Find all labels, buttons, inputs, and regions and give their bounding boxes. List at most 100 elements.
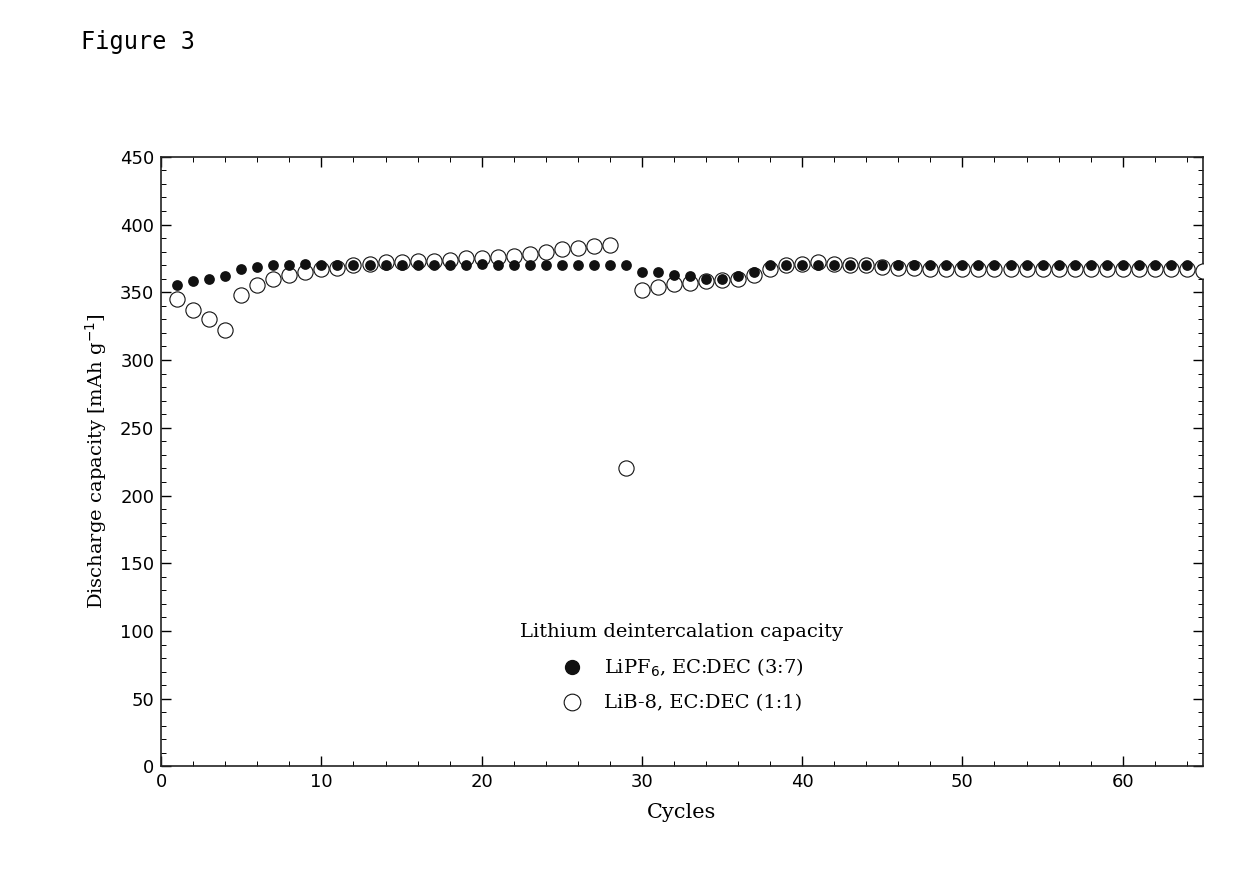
Point: [873, 260, 893, 273]
Point: [440, 258, 460, 272]
Point: [904, 258, 924, 272]
Point: [487, 250, 507, 264]
Point: [841, 258, 861, 272]
Point: [632, 265, 652, 279]
Point: [857, 258, 877, 272]
Point: [712, 273, 732, 287]
Point: [248, 279, 268, 293]
Point: [263, 272, 283, 286]
Point: [665, 267, 684, 281]
Point: [680, 276, 699, 290]
Y-axis label: Discharge capacity [mAh g$^{-1}$]: Discharge capacity [mAh g$^{-1}$]: [83, 314, 109, 610]
Point: [952, 262, 972, 276]
Point: [471, 252, 491, 266]
Point: [1049, 262, 1069, 276]
Point: [1081, 262, 1101, 276]
Point: [392, 255, 412, 269]
Point: [1161, 262, 1180, 276]
Point: [904, 261, 924, 275]
Legend: LiPF$_6$, EC:DEC (3:7), LiB-8, EC:DEC (1:1): LiPF$_6$, EC:DEC (3:7), LiB-8, EC:DEC (1…: [512, 615, 852, 720]
Point: [808, 255, 828, 269]
Point: [1081, 258, 1101, 272]
Point: [1096, 258, 1116, 272]
Point: [184, 303, 203, 317]
Point: [487, 250, 507, 264]
Point: [920, 262, 940, 276]
Point: [968, 262, 988, 276]
Point: [600, 238, 620, 252]
Point: [888, 261, 908, 275]
Point: [696, 274, 715, 288]
Point: [728, 272, 748, 286]
Point: [1017, 262, 1037, 276]
Point: [200, 313, 219, 327]
Point: [1112, 262, 1132, 276]
Point: [1033, 258, 1053, 272]
Point: [568, 258, 588, 272]
Point: [616, 258, 636, 272]
Point: [1177, 262, 1197, 276]
Point: [503, 249, 523, 263]
Point: [1001, 262, 1021, 276]
Point: [728, 269, 748, 283]
Point: [792, 257, 812, 271]
Point: [167, 292, 187, 306]
Point: [1193, 264, 1213, 278]
Point: [936, 262, 956, 276]
Point: [936, 262, 956, 276]
Point: [327, 261, 347, 275]
Point: [712, 272, 732, 286]
Point: [471, 257, 491, 271]
Point: [343, 258, 363, 272]
Point: [712, 273, 732, 287]
Point: [600, 238, 620, 252]
Point: [392, 255, 412, 269]
Point: [632, 282, 652, 296]
Point: [857, 258, 877, 272]
Point: [1112, 258, 1132, 272]
Point: [520, 258, 539, 272]
Point: [568, 240, 588, 254]
Point: [327, 258, 347, 272]
Point: [680, 269, 699, 283]
Point: [184, 274, 203, 288]
Point: [1161, 258, 1180, 272]
Point: [408, 254, 428, 268]
Point: [1001, 258, 1021, 272]
Point: [424, 258, 444, 272]
Point: [1033, 262, 1053, 276]
Text: Figure 3: Figure 3: [81, 30, 195, 55]
Point: [471, 252, 491, 266]
Point: [760, 258, 780, 272]
Point: [456, 252, 476, 266]
Point: [841, 258, 861, 272]
Point: [920, 262, 940, 276]
Point: [904, 261, 924, 275]
Point: [665, 277, 684, 291]
Point: [952, 262, 972, 276]
Point: [696, 274, 715, 288]
Point: [696, 272, 715, 286]
Point: [792, 257, 812, 271]
Point: [1033, 262, 1053, 276]
Point: [295, 265, 315, 279]
Point: [376, 255, 396, 269]
Point: [792, 258, 812, 272]
Point: [968, 258, 988, 272]
Point: [440, 253, 460, 267]
Point: [376, 255, 396, 269]
Point: [1049, 258, 1069, 272]
Point: [985, 258, 1004, 272]
X-axis label: Cycles: Cycles: [647, 802, 717, 821]
Point: [1065, 262, 1085, 276]
Point: [520, 247, 539, 261]
Point: [1145, 258, 1164, 272]
Point: [536, 245, 556, 259]
Point: [888, 261, 908, 275]
Point: [649, 280, 668, 294]
Point: [1128, 262, 1148, 276]
Point: [616, 462, 636, 476]
Point: [808, 258, 828, 272]
Point: [279, 267, 299, 281]
Point: [873, 260, 893, 273]
